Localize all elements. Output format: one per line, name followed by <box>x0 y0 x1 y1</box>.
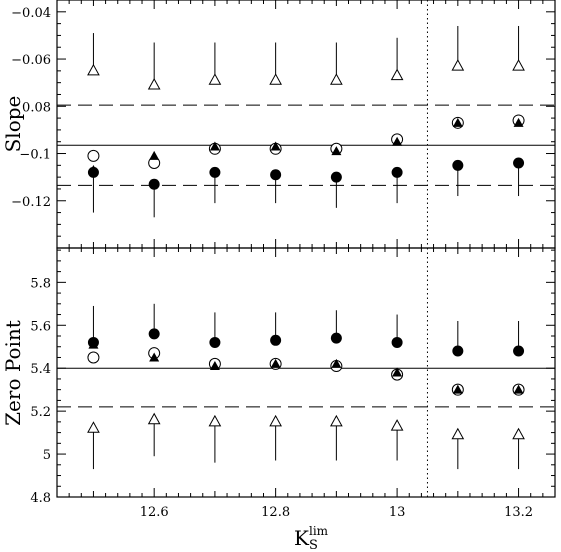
filled-triangle-point <box>392 367 403 377</box>
open-triangle-point <box>208 414 222 427</box>
open-triangle-point <box>451 427 465 440</box>
plot-frame <box>56 0 556 249</box>
y-tick-label: 5 <box>43 448 51 463</box>
filled-triangle-point <box>513 117 524 127</box>
open-triangle-point <box>87 421 100 433</box>
plot-frame <box>56 247 556 498</box>
filled-circle-point <box>452 345 464 357</box>
y-tick-label: 5.6 <box>30 319 51 334</box>
y-axis-title-slope: Slope <box>1 96 25 153</box>
open-circle-point <box>87 149 100 162</box>
filled-circle-point <box>148 328 160 340</box>
x-tick-label: 12.8 <box>261 505 290 520</box>
open-triangle-point <box>147 77 161 90</box>
filled-triangle-point <box>88 339 99 349</box>
open-circle-point <box>87 351 100 364</box>
filled-circle-point <box>209 336 221 348</box>
y-tick-label: −0.06 <box>11 53 51 68</box>
open-triangle-point <box>147 412 161 425</box>
filled-triangle-point <box>209 141 220 151</box>
filled-triangle-point <box>331 146 342 156</box>
y-tick-label: 4.8 <box>30 491 51 506</box>
x-tick-label: 12.6 <box>140 505 169 520</box>
filled-circle-point <box>513 157 525 169</box>
open-triangle-point <box>269 414 282 427</box>
filled-triangle-point <box>149 150 160 160</box>
filled-circle-point <box>330 332 342 344</box>
filled-triangle-point <box>209 361 220 371</box>
x-axis-title-sub: S <box>309 538 318 552</box>
filled-circle-point <box>391 336 403 348</box>
y-axis-title-zero-point: Zero Point <box>1 320 25 426</box>
open-triangle-point <box>512 427 525 440</box>
zero-point-panel: 4.8 5 5.2 5.4 5.6 5.8 12.6 12.8 13 13.2 <box>30 247 556 520</box>
filled-circle-point <box>209 166 221 178</box>
filled-triangle-point <box>452 384 463 394</box>
filled-triangle-point <box>88 165 99 175</box>
y-tick-label: 5.8 <box>30 276 51 291</box>
filled-circle-point <box>513 345 525 357</box>
open-triangle-point <box>269 73 282 85</box>
open-triangle-point <box>208 73 222 85</box>
x-tick-label: 13 <box>389 505 406 520</box>
filled-circle-point <box>148 178 160 190</box>
open-triangle-point <box>390 419 404 431</box>
open-triangle-point <box>87 63 100 76</box>
open-triangle-point <box>512 59 525 71</box>
slope-panel: −0.04 −0.06 0.08 −0.1 −0.12 <box>11 0 556 249</box>
open-triangle-point <box>451 59 465 71</box>
x-axis-title-main: K <box>294 526 310 550</box>
y-tick-label: 5.2 <box>30 405 51 420</box>
y-tick-label: −0.12 <box>11 195 51 210</box>
filled-circle-point <box>270 334 282 346</box>
filled-triangle-point <box>452 117 463 127</box>
y-tick-label: 0.08 <box>22 100 51 115</box>
x-axis-title-sup: lim <box>309 524 329 538</box>
open-triangle-point <box>390 68 404 81</box>
filled-circle-point <box>330 171 342 183</box>
filled-circle-point <box>452 159 464 171</box>
filled-triangle-point <box>331 358 342 368</box>
filled-circle-point <box>270 169 282 181</box>
open-triangle-point <box>330 73 343 85</box>
filled-triangle-point <box>270 358 281 368</box>
y-tick-label: −0.1 <box>19 148 51 163</box>
x-tick-label: 13.2 <box>504 505 533 520</box>
x-axis-title: K S lim <box>294 524 329 552</box>
filled-circle-point <box>391 166 403 178</box>
filled-triangle-point <box>270 141 281 151</box>
filled-triangle-point <box>149 352 160 362</box>
filled-triangle-point <box>513 384 524 394</box>
filled-triangle-point <box>392 136 403 146</box>
y-tick-label: 5.4 <box>30 362 51 377</box>
y-tick-label: −0.04 <box>11 6 51 21</box>
open-triangle-point <box>330 414 343 427</box>
